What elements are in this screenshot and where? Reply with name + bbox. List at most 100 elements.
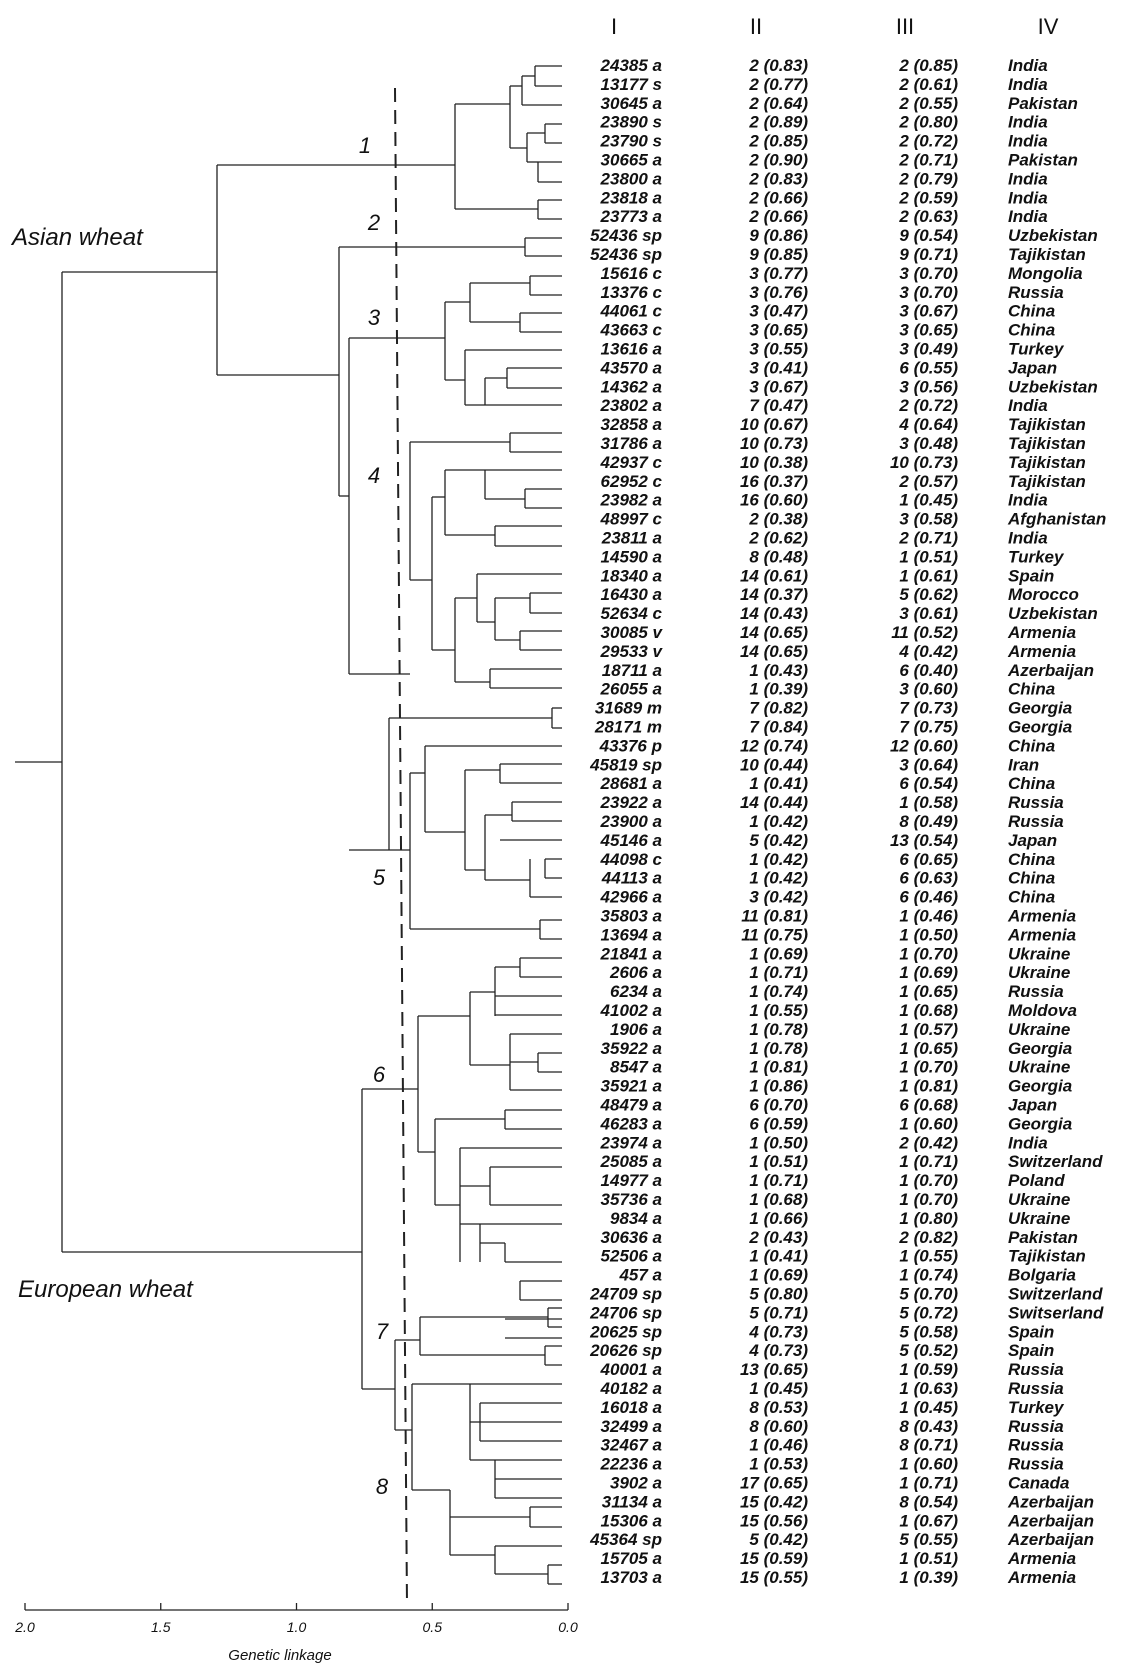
country-label: Russia bbox=[1008, 1436, 1064, 1455]
col-iii-value: 8 (0.71) bbox=[899, 1436, 958, 1455]
col-ii-value: 15 (0.56) bbox=[740, 1511, 808, 1530]
european-wheat-label: European wheat bbox=[18, 1276, 194, 1303]
col-ii-value: 2 (0.83) bbox=[748, 169, 808, 188]
country-label: Moldova bbox=[1008, 1001, 1077, 1020]
country-label: Ukraine bbox=[1008, 1190, 1070, 1209]
col-ii-value: 1 (0.42) bbox=[749, 869, 808, 888]
col-iii-value: 2 (0.72) bbox=[898, 396, 958, 415]
col-iii-value: 6 (0.46) bbox=[899, 888, 958, 907]
col-ii-value: 1 (0.78) bbox=[749, 1020, 808, 1039]
accession-id: 31786 a bbox=[601, 434, 662, 453]
country-label: Tajikistan bbox=[1008, 1247, 1086, 1266]
country-label: Russia bbox=[1008, 1360, 1064, 1379]
country-label: Ukraine bbox=[1008, 963, 1070, 982]
accession-id: 30665 a bbox=[601, 151, 662, 170]
country-label: India bbox=[1008, 529, 1048, 548]
accession-id: 8547 a bbox=[610, 1058, 662, 1077]
country-label: Azerbaijan bbox=[1007, 1492, 1094, 1511]
accession-id: 20625 sp bbox=[589, 1322, 662, 1341]
axis-ticks: 2.0 1.5 1.0 0.5 0.0 bbox=[14, 1603, 578, 1635]
col-iii-value: 6 (0.54) bbox=[899, 774, 958, 793]
country-label: Azerbaijan bbox=[1007, 1530, 1094, 1549]
cluster-number-8: 8 bbox=[376, 1474, 389, 1499]
col-iii-value: 2 (0.71) bbox=[898, 151, 958, 170]
country-label: India bbox=[1008, 207, 1048, 226]
accession-id: 62952 c bbox=[601, 472, 663, 491]
country-label: Spain bbox=[1008, 566, 1054, 585]
col-ii-value: 6 (0.70) bbox=[749, 1096, 808, 1115]
country-label: Russia bbox=[1008, 982, 1064, 1001]
accession-id: 23922 a bbox=[600, 793, 662, 812]
country-label: India bbox=[1008, 113, 1048, 132]
col-ii-value: 4 (0.73) bbox=[748, 1322, 808, 1341]
accession-id: 40182 a bbox=[600, 1379, 662, 1398]
cut-off-dashed-line bbox=[394, 87, 408, 1606]
col-iii-value: 1 (0.45) bbox=[899, 491, 958, 510]
col-ii-value: 5 (0.42) bbox=[749, 1530, 808, 1549]
col-iii-value: 2 (0.79) bbox=[898, 169, 958, 188]
col-ii-value: 11 (0.75) bbox=[741, 925, 808, 944]
col-ii-value: 10 (0.38) bbox=[740, 453, 808, 472]
accession-id: 23802 a bbox=[600, 396, 662, 415]
col-iii-value: 1 (0.80) bbox=[899, 1209, 958, 1228]
accession-id: 13703 a bbox=[601, 1568, 662, 1587]
col-ii-value: 1 (0.39) bbox=[749, 680, 808, 699]
col-iii-value: 5 (0.52) bbox=[899, 1341, 958, 1360]
cluster-number-5: 5 bbox=[373, 865, 386, 890]
accession-id: 21841 a bbox=[600, 944, 662, 963]
col-ii-value: 14 (0.65) bbox=[740, 623, 808, 642]
country-label: Japan bbox=[1008, 831, 1057, 850]
axis-tick-label: 0.5 bbox=[423, 1619, 443, 1635]
country-label: Armenia bbox=[1007, 623, 1076, 642]
col-ii-value: 6 (0.59) bbox=[749, 1114, 808, 1133]
country-label: India bbox=[1008, 169, 1048, 188]
cluster-number-3: 3 bbox=[368, 305, 381, 330]
col-iii-value: 1 (0.70) bbox=[899, 1190, 958, 1209]
col-iii-value: 1 (0.65) bbox=[899, 982, 958, 1001]
axis-tick-label: 2.0 bbox=[14, 1619, 35, 1635]
col-iii-value: 5 (0.72) bbox=[899, 1303, 958, 1322]
accession-id: 44098 c bbox=[600, 850, 663, 869]
col-iii-value: 1 (0.60) bbox=[899, 1114, 958, 1133]
col-ii-value: 11 (0.81) bbox=[741, 907, 808, 926]
accession-id: 22236 a bbox=[600, 1455, 662, 1474]
axis-tick-label: 1.5 bbox=[151, 1619, 171, 1635]
country-label: Spain bbox=[1008, 1322, 1054, 1341]
column-header-i: I bbox=[611, 14, 617, 39]
col-iii-value: 10 (0.73) bbox=[890, 453, 958, 472]
country-label: Afghanistan bbox=[1007, 510, 1106, 529]
col-iii-value: 6 (0.68) bbox=[899, 1096, 958, 1115]
col-ii-value: 2 (0.66) bbox=[748, 207, 808, 226]
col-ii-value: 2 (0.85) bbox=[748, 132, 808, 151]
country-label: Russia bbox=[1008, 1417, 1064, 1436]
country-label: Morocco bbox=[1008, 585, 1079, 604]
accession-table: 24385 a 2 (0.83) 2 (0.85) India 13177 s 2 (0.… bbox=[589, 56, 1106, 1587]
col-iii-value: 1 (0.69) bbox=[899, 963, 958, 982]
col-iii-value: 8 (0.43) bbox=[899, 1417, 958, 1436]
country-label: India bbox=[1008, 56, 1048, 75]
col-iii-value: 11 (0.52) bbox=[891, 623, 958, 642]
accession-id: 31134 a bbox=[602, 1492, 662, 1511]
col-iii-value: 1 (0.81) bbox=[899, 1077, 958, 1096]
col-ii-value: 17 (0.65) bbox=[740, 1474, 808, 1493]
country-label: India bbox=[1008, 396, 1048, 415]
col-ii-value: 3 (0.65) bbox=[749, 321, 808, 340]
col-iii-value: 1 (0.55) bbox=[899, 1247, 958, 1266]
col-iii-value: 8 (0.54) bbox=[899, 1492, 958, 1511]
axis-tick-label: 1.0 bbox=[287, 1619, 307, 1635]
linkage-axis: 2.0 1.5 1.0 0.5 0.0 Genetic linkage bbox=[14, 1603, 578, 1664]
accession-id: 30085 v bbox=[601, 623, 664, 642]
col-ii-value: 2 (0.43) bbox=[748, 1228, 808, 1247]
col-ii-value: 1 (0.86) bbox=[749, 1077, 808, 1096]
col-iii-value: 1 (0.65) bbox=[899, 1039, 958, 1058]
col-iii-value: 1 (0.70) bbox=[899, 1171, 958, 1190]
col-iii-value: 2 (0.63) bbox=[898, 207, 958, 226]
col-iii-value: 2 (0.80) bbox=[898, 113, 958, 132]
country-label: Pakistan bbox=[1008, 1228, 1078, 1247]
accession-id: 14362 a bbox=[601, 377, 662, 396]
col-ii-value: 8 (0.53) bbox=[749, 1398, 808, 1417]
accession-id: 30645 a bbox=[601, 94, 662, 113]
axis-tick-label: 0.0 bbox=[558, 1619, 578, 1635]
accession-id: 20626 sp bbox=[589, 1341, 662, 1360]
accession-id: 23982 a bbox=[600, 491, 662, 510]
